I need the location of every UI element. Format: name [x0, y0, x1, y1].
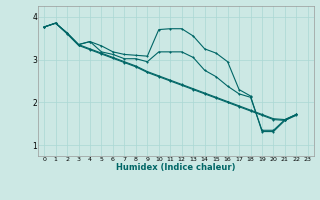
X-axis label: Humidex (Indice chaleur): Humidex (Indice chaleur) — [116, 163, 236, 172]
